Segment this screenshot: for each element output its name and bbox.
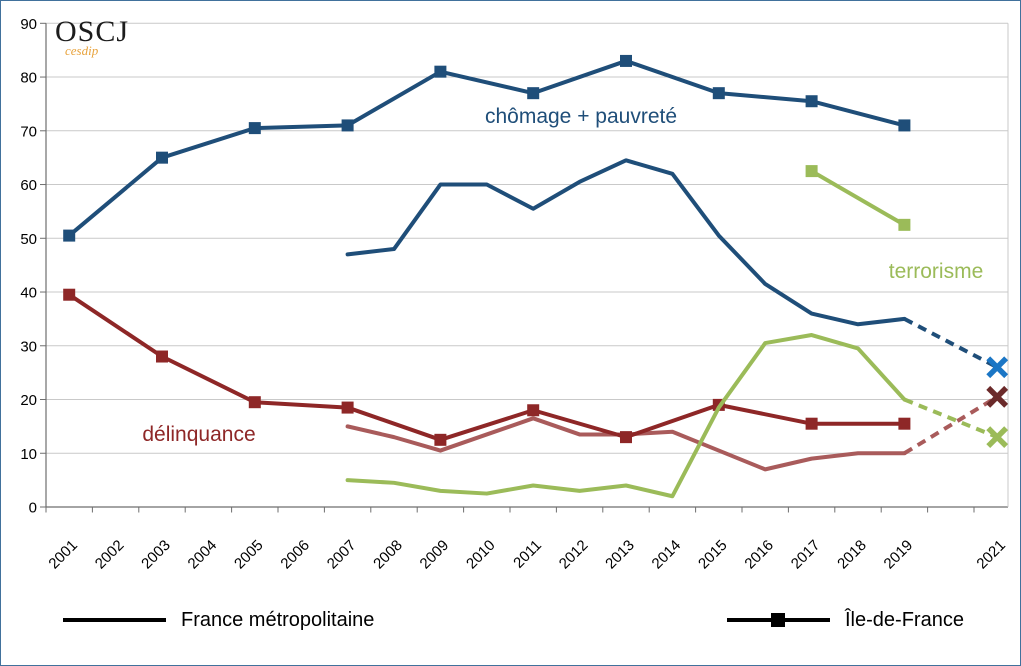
x-tick-label: 2009 [417,537,453,573]
marker-square-delinquance-ile-de-france [527,404,540,417]
x-tick-label: 2015 [695,537,731,573]
y-tick-label: 80 [20,70,37,87]
marker-square-chomage-pauvrete-ile-de-france [248,122,261,135]
marker-x-terrorisme-france-metro [986,426,1009,449]
marker-square-terrorisme-ile-de-france [898,218,911,231]
projection-dashed-chomage-pauvrete-france-metro [903,317,999,370]
y-tick-label: 60 [20,177,37,194]
marker-square-delinquance-ile-de-france [620,431,632,444]
projection-dashed-terrorisme-france-metro [903,397,998,439]
legend-label: Île-de-France [845,608,964,631]
marker-square-chomage-pauvrete-ile-de-france [898,119,911,132]
x-tick-label: 2021 [973,537,1009,573]
logo-subtitle: cesdip [65,43,99,58]
legend-item-france-metropolitaine: France métropolitaine [63,601,374,639]
marker-square-chomage-pauvrete-ile-de-france [527,87,540,100]
oscj-logo: OSCJ cesdip [55,15,130,58]
y-tick-label: 40 [20,285,37,302]
x-tick-label: 2004 [185,537,221,573]
logo-title: OSCJ [55,15,130,48]
x-tick-label: 2006 [277,537,313,573]
marker-square-chomage-pauvrete-ile-de-france [434,65,447,78]
x-tick-label: 2002 [92,537,128,573]
x-tick-label: 2017 [788,537,824,573]
plain-line-swatch [63,618,166,622]
marker-square-chomage-pauvrete-ile-de-france [156,151,168,164]
x-tick-label: 2011 [510,537,545,572]
marker-square-delinquance-ile-de-france [341,401,354,414]
x-tick-label: 2007 [324,537,360,573]
x-tick-label: 2019 [881,537,917,573]
y-tick-label: 20 [20,392,37,409]
marker-square-delinquance-ile-de-france [248,396,261,409]
legend-item-ile-de-france: Île-de-France [727,601,964,639]
marker-square-delinquance-ile-de-france [898,417,911,430]
series-line-terrorisme-ile-de-france [809,169,907,227]
label-chomage-pauvrete: chômage + pauvreté [485,105,677,128]
y-tick-label: 90 [20,16,37,33]
series-line-delinquance-ile-de-france [67,292,907,442]
projection-dashed-delinquance-france-metro [903,395,999,455]
x-tick-label: 2014 [649,537,685,573]
x-tick-label: 2008 [370,537,406,573]
series-line-chomage-pauvrete-france-metro [345,158,907,327]
marker-x-chomage-pauvrete-france-metro [986,356,1009,379]
marker-square-delinquance-ile-de-france [434,433,447,446]
marker-square-delinquance-ile-de-france [156,350,168,363]
marker-square-chomage-pauvrete-ile-de-france [805,95,818,108]
x-tick-label: 2001 [45,537,81,573]
x-tick-label: 2003 [138,537,174,573]
marker-square-chomage-pauvrete-ile-de-france [63,229,76,242]
y-tick-label: 10 [20,446,37,463]
marker-square-chomage-pauvrete-ile-de-france [620,54,632,67]
series-line-chomage-pauvrete-ile-de-france [67,58,907,238]
marker-square-terrorisme-ile-de-france [805,165,818,178]
label-terrorisme: terrorisme [889,260,984,283]
label-delinquance: délinquance [142,423,255,446]
x-tick-label: 2005 [231,537,267,573]
series-line-terrorisme-france-metro [345,333,907,499]
square-marker-swatch [771,613,785,627]
x-tick-label: 2012 [556,537,592,573]
x-tick-label: 2010 [463,537,499,573]
y-tick-label: 30 [20,338,37,355]
marker-square-delinquance-ile-de-france [63,288,76,301]
marker-square-delinquance-ile-de-france [805,417,818,430]
y-tick-label: 70 [20,123,37,140]
y-tick-label: 0 [29,500,37,517]
x-tick-label: 2016 [741,537,777,573]
marker-x-delinquance-france-metro [986,385,1009,408]
marker-square-chomage-pauvrete-ile-de-france [712,87,725,100]
y-tick-label: 50 [20,231,37,248]
marker-square-chomage-pauvrete-ile-de-france [341,119,354,132]
line-square-swatch [727,613,830,627]
series-line-delinquance-france-metro [345,416,907,472]
x-tick-label: 2018 [834,537,870,573]
legend-label: France métropolitaine [181,608,375,631]
x-tick-label: 2013 [602,537,638,573]
